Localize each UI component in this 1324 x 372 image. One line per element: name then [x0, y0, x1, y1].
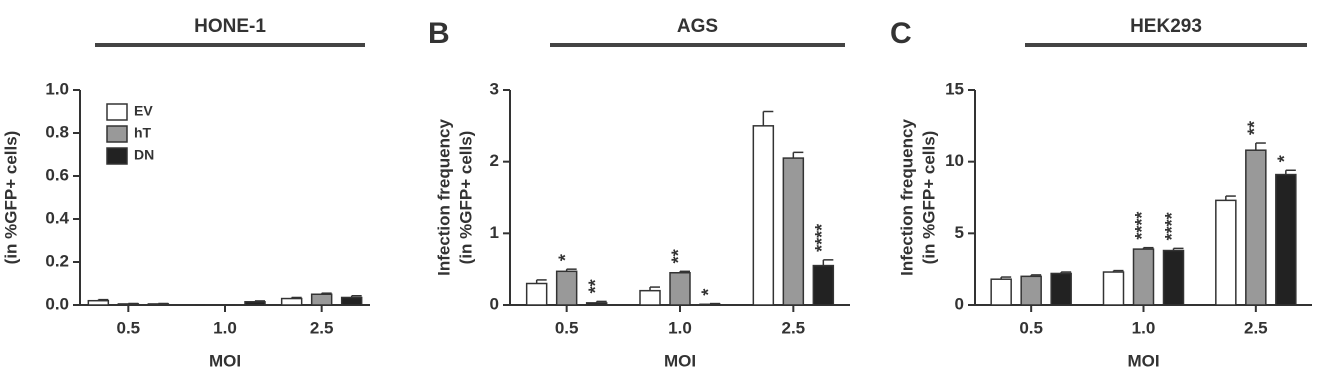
significance: **** [1162, 212, 1182, 240]
bar [1245, 149, 1267, 306]
x-tick-label: 0.5 [117, 318, 141, 337]
x-tick-label: 2.5 [310, 318, 334, 337]
y-axis-label: (in %GFP+ cells) [456, 131, 475, 265]
bar [555, 270, 578, 306]
significance: ** [585, 279, 605, 293]
bar [310, 293, 333, 306]
bar [280, 297, 303, 306]
x-axis-label: MOI [209, 351, 241, 370]
x-axis-label: MOI [1127, 351, 1159, 370]
y-axis-label: Infection frequency [434, 119, 453, 276]
legend-swatch [106, 125, 128, 143]
bar [990, 278, 1012, 306]
bar [1275, 173, 1297, 306]
legend-label: hT [134, 125, 152, 141]
significance: * [555, 254, 575, 261]
y-tick-label: 0.4 [45, 208, 69, 227]
y-tick-label: 3 [490, 79, 499, 98]
significance: ** [1245, 121, 1265, 135]
x-tick-label: 1.0 [1132, 318, 1156, 337]
bar [1102, 271, 1125, 306]
y-tick-label: 2 [490, 151, 499, 170]
significance: **** [812, 224, 832, 252]
bar [87, 299, 110, 306]
y-tick-label: 15 [945, 79, 964, 98]
bar [244, 301, 266, 306]
y-tick-label: 0.2 [45, 251, 69, 270]
y-tick-label: 0.0 [45, 294, 69, 313]
y-axis-label: (in %GFP+ cells) [1, 131, 20, 265]
bar [669, 272, 691, 306]
bar [1050, 272, 1072, 306]
y-tick-label: 5 [955, 223, 964, 242]
y-tick-label: 10 [945, 151, 964, 170]
bar [1162, 249, 1185, 306]
bar [525, 282, 548, 306]
legend-swatch [106, 147, 128, 165]
legend-label: EV [134, 103, 153, 119]
bar [585, 302, 608, 306]
y-axis-label: Infection frequency [897, 119, 916, 276]
chart-title: AGS [677, 16, 718, 37]
bar [812, 264, 835, 306]
legend-label: DN [134, 147, 154, 163]
legend-swatch [106, 103, 128, 121]
y-tick-label: 0.8 [45, 122, 69, 141]
bar [782, 157, 805, 306]
bar [752, 125, 775, 306]
significance: * [699, 289, 719, 296]
x-axis-label: MOI [664, 351, 696, 370]
panel-letter: C [890, 17, 912, 50]
y-axis-label: (in %GFP+ cells) [919, 131, 938, 265]
bar [1215, 199, 1237, 306]
y-tick-label: 1 [490, 223, 499, 242]
chart-title: HONE-1 [194, 16, 266, 37]
y-tick-label: 0.6 [45, 165, 69, 184]
bar [147, 303, 170, 306]
significance: **** [1132, 212, 1152, 240]
bar [117, 303, 140, 306]
significance: * [1275, 155, 1295, 162]
bar [340, 296, 363, 306]
x-tick-label: 1.0 [668, 318, 692, 337]
x-tick-label: 1.0 [213, 318, 237, 337]
bar [639, 289, 661, 306]
y-tick-label: 0 [490, 294, 499, 313]
bar [1020, 275, 1042, 306]
y-tick-label: 0 [955, 294, 964, 313]
x-tick-label: 0.5 [555, 318, 579, 337]
x-tick-label: 2.5 [1244, 318, 1268, 337]
chart-title: HEK293 [1130, 16, 1202, 37]
significance: ** [669, 249, 689, 263]
y-tick-label: 1.0 [45, 79, 69, 98]
bar [699, 303, 721, 306]
bar [1132, 248, 1155, 306]
x-tick-label: 2.5 [782, 318, 806, 337]
panel-letter: B [428, 17, 450, 50]
x-tick-label: 0.5 [1019, 318, 1043, 337]
